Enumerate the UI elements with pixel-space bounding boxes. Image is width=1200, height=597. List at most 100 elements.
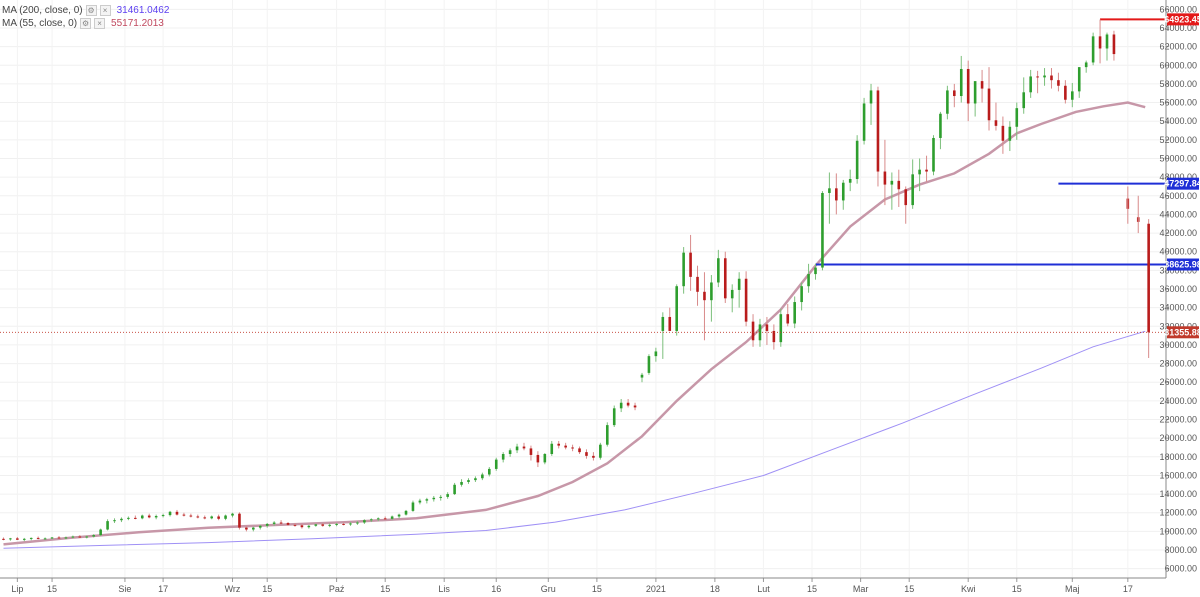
candle-body bbox=[946, 90, 949, 114]
blue-level-lower-tag-label: 38625.98 bbox=[1164, 260, 1200, 270]
candle-body bbox=[772, 330, 776, 343]
close-icon[interactable]: × bbox=[94, 17, 106, 29]
candle-body bbox=[1029, 76, 1032, 93]
candle-body bbox=[272, 522, 276, 524]
candle-body bbox=[668, 316, 672, 331]
candle-body bbox=[182, 514, 186, 516]
y-tick-label: 64000.00 bbox=[1159, 23, 1197, 33]
candle-body bbox=[1077, 67, 1081, 92]
candle-body bbox=[92, 535, 95, 537]
candle-body bbox=[918, 169, 921, 175]
candle-body bbox=[841, 182, 845, 201]
x-tick-label: 18 bbox=[710, 584, 720, 594]
candle-body bbox=[460, 481, 463, 485]
candle-body bbox=[966, 68, 970, 104]
candle-body bbox=[904, 189, 908, 206]
candle-body bbox=[501, 454, 505, 460]
candle-body bbox=[932, 137, 935, 172]
candle-body bbox=[9, 538, 12, 540]
candle-body bbox=[335, 523, 338, 525]
x-tick-label: 2021 bbox=[646, 584, 666, 594]
candle-body bbox=[1112, 34, 1116, 55]
candle-body bbox=[536, 454, 540, 463]
candle-body bbox=[134, 517, 137, 519]
candle-body bbox=[1064, 85, 1067, 100]
x-tick-label: Maj bbox=[1065, 584, 1080, 594]
y-tick-label: 56000.00 bbox=[1159, 98, 1197, 108]
candle-body bbox=[592, 455, 595, 458]
candle-body bbox=[682, 252, 685, 287]
candle-body bbox=[911, 174, 914, 206]
candle-body bbox=[543, 454, 547, 463]
close-icon[interactable]: × bbox=[99, 4, 111, 16]
candle-body bbox=[862, 103, 866, 141]
candle-body bbox=[328, 524, 331, 526]
candle-body bbox=[1008, 126, 1012, 141]
settings-icon[interactable]: ⚙ bbox=[85, 4, 97, 16]
y-tick-label: 54000.00 bbox=[1159, 116, 1197, 126]
candle-body bbox=[356, 522, 359, 524]
candle-body bbox=[383, 518, 387, 520]
candle-body bbox=[307, 525, 311, 528]
candle-body bbox=[258, 525, 262, 528]
candle-body bbox=[550, 443, 554, 455]
x-tick-label: Sie bbox=[118, 584, 131, 594]
y-tick-label: 12000.00 bbox=[1159, 508, 1197, 518]
candle-body bbox=[571, 447, 574, 449]
candle-body bbox=[654, 351, 658, 357]
candle-body bbox=[619, 402, 623, 409]
x-tick-label: Lip bbox=[11, 584, 23, 594]
candle-body bbox=[939, 113, 942, 138]
candle-body bbox=[474, 478, 477, 481]
candle-body bbox=[494, 459, 498, 469]
candle-body bbox=[793, 302, 796, 324]
candle-body bbox=[717, 258, 720, 283]
candle-body bbox=[508, 450, 512, 455]
y-tick-label: 66000.00 bbox=[1159, 4, 1197, 14]
blue-level-upper-tag bbox=[1167, 177, 1199, 190]
y-tick-label: 62000.00 bbox=[1159, 42, 1197, 52]
candle-body bbox=[64, 537, 68, 539]
candle-body bbox=[848, 178, 852, 183]
x-tick-label: Paź bbox=[329, 584, 345, 594]
candle-body bbox=[626, 402, 630, 406]
candle-body bbox=[1050, 75, 1053, 81]
candle-body bbox=[730, 289, 734, 299]
y-tick-label: 26000.00 bbox=[1159, 377, 1197, 387]
candle-body bbox=[29, 537, 33, 539]
candle-body bbox=[252, 527, 255, 530]
candle-body bbox=[807, 274, 810, 287]
ma200-line bbox=[3, 330, 1146, 549]
candle-body bbox=[599, 444, 602, 458]
candle-body bbox=[640, 374, 644, 378]
y-tick-label: 50000.00 bbox=[1159, 153, 1197, 163]
y-tick-label: 18000.00 bbox=[1159, 452, 1197, 462]
candle-body bbox=[99, 529, 102, 536]
y-tick-label: 16000.00 bbox=[1159, 470, 1197, 480]
y-tick-label: 14000.00 bbox=[1159, 489, 1197, 499]
candle-body bbox=[342, 523, 345, 525]
candle-body bbox=[696, 276, 699, 292]
candle-body bbox=[869, 90, 873, 104]
candle-body bbox=[390, 516, 394, 519]
candle-body bbox=[217, 516, 220, 519]
candle-body bbox=[453, 484, 456, 495]
blue-level-upper-tag-label: 47297.84 bbox=[1164, 179, 1200, 189]
candle-body bbox=[349, 523, 352, 525]
candle-body bbox=[814, 267, 817, 275]
last-price-tag bbox=[1167, 326, 1199, 339]
y-tick-label: 44000.00 bbox=[1159, 209, 1197, 219]
y-tick-label: 48000.00 bbox=[1159, 172, 1197, 182]
candle-body bbox=[1022, 92, 1026, 109]
x-tick-label: Wrz bbox=[225, 584, 241, 594]
red-level-tag-label: 64923.45 bbox=[1164, 14, 1200, 24]
candle-body bbox=[224, 515, 227, 519]
candle-body bbox=[231, 513, 234, 516]
y-tick-label: 46000.00 bbox=[1159, 191, 1197, 201]
candle-body bbox=[800, 286, 803, 303]
candle-body bbox=[1071, 91, 1074, 100]
settings-icon[interactable]: ⚙ bbox=[80, 17, 92, 29]
candle-body bbox=[883, 171, 887, 185]
candle-body bbox=[279, 522, 283, 524]
